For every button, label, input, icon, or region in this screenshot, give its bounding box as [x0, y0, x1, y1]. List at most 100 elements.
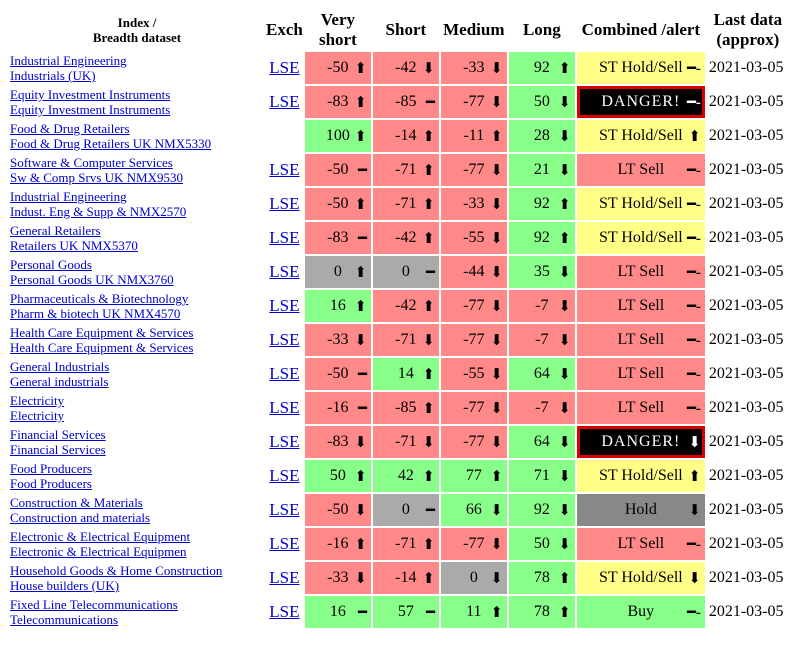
very-short-value: -50 — [327, 161, 349, 178]
dataset-link[interactable]: Pharm & biotech UK NMX4570 — [10, 306, 181, 321]
down-arrow-icon: ⬇ — [422, 61, 435, 77]
short-value: 0 — [401, 501, 410, 518]
up-arrow-icon: ⬆ — [354, 197, 367, 213]
exch-link[interactable]: LSE — [269, 364, 300, 383]
combined-alert-cell: ST Hold/Sell ━- — [576, 52, 705, 84]
index-link[interactable]: Personal Goods — [10, 257, 92, 272]
exch-link[interactable]: LSE — [269, 228, 300, 247]
dataset-link[interactable]: Industrials (UK) — [10, 68, 96, 83]
down-arrow-icon: ⬇ — [490, 503, 503, 519]
dataset-link[interactable]: Construction and materials — [10, 510, 151, 525]
exch-cell: LSE — [266, 256, 303, 288]
dataset-link[interactable]: House builders (UK) — [10, 578, 120, 593]
flat-dash-icon: ━- — [686, 163, 701, 179]
long-cell: 21 ⬇ — [508, 154, 575, 186]
down-arrow-icon: ⬇ — [490, 537, 503, 553]
index-link[interactable]: Health Care Equipment & Services — [10, 325, 194, 340]
index-link[interactable]: Equity Investment Instruments — [10, 87, 171, 102]
exch-link[interactable]: LSE — [269, 160, 300, 179]
combined-alert-cell: Hold ⬇ — [576, 494, 705, 526]
exch-link[interactable]: LSE — [269, 534, 300, 553]
exch-link[interactable]: LSE — [269, 568, 300, 587]
index-link[interactable]: General Retailers — [10, 223, 101, 238]
very-short-cell: -83 ━ — [304, 222, 371, 254]
index-link[interactable]: Electricity — [10, 393, 65, 408]
exch-link[interactable]: LSE — [269, 466, 300, 485]
dataset-link[interactable]: Electronic & Electrical Equipmen — [10, 544, 187, 559]
up-arrow-icon: ⬆ — [422, 231, 435, 247]
index-link[interactable]: Financial Services — [10, 427, 106, 442]
down-arrow-icon: ⬇ — [558, 129, 571, 145]
exch-link[interactable]: LSE — [269, 398, 300, 417]
exch-link[interactable]: LSE — [269, 296, 300, 315]
last-data-date: 2021-03-05 — [708, 501, 784, 518]
dataset-link[interactable]: Personal Goods UK NMX3760 — [10, 272, 174, 287]
index-link[interactable]: Software & Computer Services — [10, 155, 173, 170]
exch-link[interactable]: LSE — [269, 432, 300, 451]
combined-alert-cell: LT Sell ━- — [576, 290, 705, 322]
short-value: -71 — [395, 161, 417, 178]
index-name-cell: General Industrials General industrials — [10, 358, 264, 390]
very-short-value: 16 — [329, 297, 346, 314]
medium-cell: 11 ⬆ — [440, 596, 507, 628]
dataset-link[interactable]: Sw & Comp Srvs UK NMX9530 — [10, 170, 183, 185]
short-cell: 0 ━ — [372, 494, 439, 526]
short-value: -42 — [395, 59, 417, 76]
long-value: 21 — [533, 161, 550, 178]
index-link[interactable]: Industrial Engineering — [10, 53, 127, 68]
dataset-link[interactable]: Telecommunications — [10, 612, 119, 627]
dataset-link[interactable]: Retailers UK NMX5370 — [10, 238, 138, 253]
exch-link[interactable]: LSE — [269, 602, 300, 621]
index-link[interactable]: Electronic & Electrical Equipment — [10, 529, 191, 544]
down-arrow-icon: ⬇ — [688, 503, 701, 519]
long-value: 78 — [533, 569, 550, 586]
index-link[interactable]: Industrial Engineering — [10, 189, 127, 204]
long-cell: 28 ⬇ — [508, 120, 575, 152]
exch-link[interactable]: LSE — [269, 262, 300, 281]
dataset-link[interactable]: Financial Services — [10, 442, 106, 457]
combined-alert-text: LT Sell — [617, 399, 665, 416]
breadth-table: Index / Breadth dataset Exch Very short Sh… — [8, 8, 791, 630]
index-link[interactable]: Food Producers — [10, 461, 92, 476]
long-value: 64 — [533, 433, 550, 450]
short-value: -42 — [395, 297, 417, 314]
dataset-link[interactable]: General industrials — [10, 374, 109, 389]
table-row: Software & Computer Services Sw & Comp Sr… — [10, 154, 789, 186]
table-row: Food Producers Food Producers LSE 50 ⬆ 42 ⬆ 77 ⬆… — [10, 460, 789, 492]
very-short-value: -50 — [327, 59, 349, 76]
dataset-link[interactable]: Food & Drug Retailers UK NMX5330 — [10, 136, 212, 151]
dataset-link[interactable]: Indust. Eng & Supp & NMX2570 — [10, 204, 187, 219]
index-link[interactable]: Construction & Materials — [10, 495, 143, 510]
last-data-date: 2021-03-05 — [708, 93, 784, 110]
index-link[interactable]: General Industrials — [10, 359, 110, 374]
index-link[interactable]: Fixed Line Telecommunications — [10, 597, 178, 612]
table-row: Fixed Line Telecommunications Telecommuni… — [10, 596, 789, 628]
down-arrow-icon: ⬇ — [490, 571, 503, 587]
table-row: Food & Drug Retailers Food & Drug Retaile… — [10, 120, 789, 152]
index-link[interactable]: Pharmaceuticals & Biotechnology — [10, 291, 189, 306]
table-row: Equity Investment Instruments Equity Inve… — [10, 86, 789, 118]
dataset-link[interactable]: Food Producers — [10, 476, 92, 491]
exch-cell: LSE — [266, 222, 303, 254]
medium-value: -55 — [463, 229, 485, 246]
dataset-link[interactable]: Health Care Equipment & Services — [10, 340, 194, 355]
medium-cell: -77 ⬇ — [440, 392, 507, 424]
long-cell: 35 ⬇ — [508, 256, 575, 288]
very-short-header-line1: Very — [320, 10, 355, 29]
exch-link[interactable]: LSE — [269, 92, 300, 111]
header-row: Index / Breadth dataset Exch Very short Sh… — [10, 10, 789, 50]
index-link[interactable]: Food & Drug Retailers — [10, 121, 130, 136]
exch-link[interactable]: LSE — [269, 194, 300, 213]
up-arrow-icon: ⬆ — [422, 299, 435, 315]
index-link[interactable]: Household Goods & Home Construction — [10, 563, 223, 578]
down-arrow-icon: ⬇ — [490, 435, 503, 451]
very-short-cell: -50 ⬆ — [304, 52, 371, 84]
exch-cell: LSE — [266, 426, 303, 458]
exch-link[interactable]: LSE — [269, 58, 300, 77]
exch-link[interactable]: LSE — [269, 500, 300, 519]
dataset-link[interactable]: Equity Investment Instruments — [10, 102, 171, 117]
combined-alert-text: Hold — [624, 501, 657, 518]
exch-link[interactable]: LSE — [269, 330, 300, 349]
dataset-link[interactable]: Electricity — [10, 408, 65, 423]
medium-cell: -77 ⬇ — [440, 154, 507, 186]
